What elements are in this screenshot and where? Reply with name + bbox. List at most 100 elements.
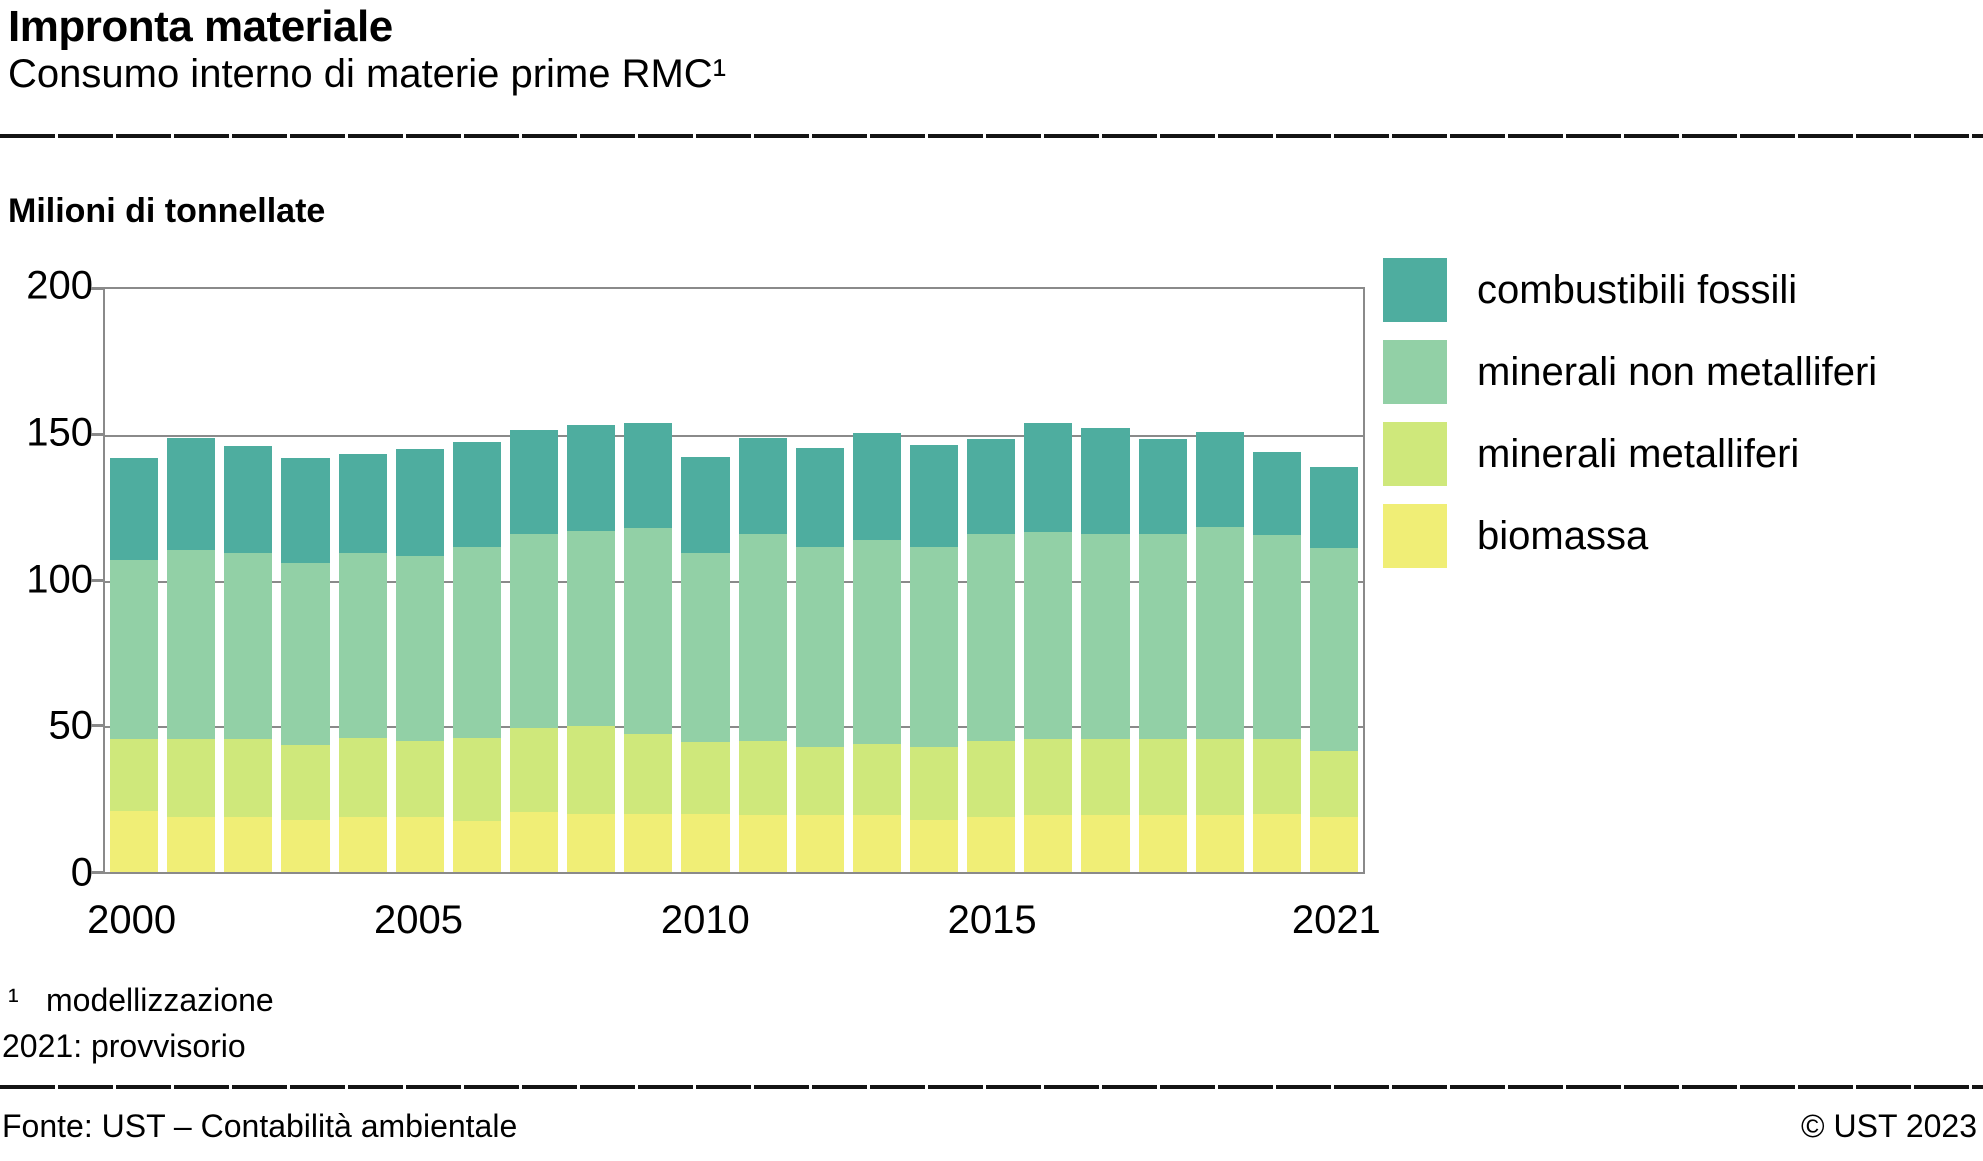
legend-item-biomassa: biomassa bbox=[1383, 504, 1877, 568]
bar-segment-combustibili-fossili-2014 bbox=[909, 444, 959, 547]
bar-segment-combustibili-fossili-2020 bbox=[1252, 452, 1301, 536]
bar-segment-combustibili-fossili-2015 bbox=[967, 439, 1016, 534]
legend-label: minerali non metalliferi bbox=[1477, 349, 1878, 394]
bar-segment-minerali-non-metalliferi-2014 bbox=[909, 546, 959, 747]
bar-segment-biomassa-2017 bbox=[1081, 815, 1130, 872]
bar-segment-minerali-non-metalliferi-2007 bbox=[509, 533, 559, 728]
bar-segment-minerali-non-metalliferi-2017 bbox=[1081, 533, 1130, 740]
legend-swatch-minerali-metalliferi bbox=[1383, 422, 1447, 486]
bar-segment-biomassa-2019 bbox=[1195, 815, 1244, 872]
y-axis-labels: 200 150 100 50 0 bbox=[0, 264, 94, 895]
bar-segment-minerali-non-metalliferi-2016 bbox=[1024, 532, 1073, 740]
legend-swatch-minerali-non-metalliferi bbox=[1383, 340, 1447, 404]
bar-2012 bbox=[795, 289, 844, 872]
bar-segment-biomassa-2010 bbox=[681, 813, 730, 872]
bar-2003 bbox=[281, 289, 330, 872]
bar-segment-biomassa-2016 bbox=[1024, 815, 1073, 872]
y-tick-label-50: 50 bbox=[48, 703, 94, 748]
bar-2001 bbox=[167, 289, 216, 872]
y-tick-150 bbox=[91, 432, 104, 436]
bar-segment-biomassa-2015 bbox=[967, 816, 1016, 872]
bar-segment-combustibili-fossili-2006 bbox=[452, 442, 501, 548]
legend-label: biomassa bbox=[1477, 513, 1649, 558]
bar-segment-biomassa-2012 bbox=[795, 815, 844, 872]
bar-2021 bbox=[1309, 289, 1359, 872]
bar-2009 bbox=[624, 289, 673, 872]
bar-segment-biomassa-2020 bbox=[1252, 813, 1301, 872]
bar-segment-biomassa-2003 bbox=[281, 819, 330, 872]
bar-segment-combustibili-fossili-2007 bbox=[509, 430, 559, 534]
bar-segment-biomassa-2005 bbox=[395, 816, 444, 872]
bar-segment-minerali-metalliferi-2019 bbox=[1195, 739, 1244, 816]
y-tick-50 bbox=[91, 724, 104, 728]
bar-segment-combustibili-fossili-2002 bbox=[224, 446, 273, 553]
bar-segment-minerali-non-metalliferi-2020 bbox=[1252, 535, 1301, 740]
bar-segment-combustibili-fossili-2011 bbox=[738, 437, 787, 534]
footer-divider bbox=[0, 1085, 1983, 1089]
bar-segment-minerali-metalliferi-2008 bbox=[567, 726, 616, 814]
footnote-marker: ¹ bbox=[8, 982, 19, 1018]
bar-segment-minerali-non-metalliferi-2011 bbox=[738, 533, 787, 741]
bar-segment-combustibili-fossili-2010 bbox=[681, 456, 730, 553]
y-tick-label-150: 150 bbox=[26, 410, 93, 455]
bar-segment-combustibili-fossili-2000 bbox=[110, 458, 159, 561]
bar-segment-biomassa-2007 bbox=[509, 812, 559, 872]
page-title: Impronta materiale bbox=[8, 2, 393, 51]
x-tick-label-2015: 2015 bbox=[947, 898, 1037, 942]
bar-2017 bbox=[1081, 289, 1130, 872]
bar-2008 bbox=[567, 289, 616, 872]
bar-segment-combustibili-fossili-2016 bbox=[1024, 423, 1073, 533]
bar-segment-biomassa-2011 bbox=[738, 815, 787, 872]
bar-2013 bbox=[852, 289, 901, 872]
bar-segment-minerali-metalliferi-2006 bbox=[452, 737, 501, 821]
bar-segment-minerali-metalliferi-2003 bbox=[281, 745, 330, 820]
chart-plot-area bbox=[91, 287, 1365, 874]
bar-segment-minerali-non-metalliferi-2003 bbox=[281, 563, 330, 746]
bar-segment-minerali-non-metalliferi-2012 bbox=[795, 547, 844, 747]
legend-label: combustibili fossili bbox=[1477, 267, 1798, 312]
x-tick-label-2010: 2010 bbox=[660, 898, 750, 942]
bar-segment-minerali-non-metalliferi-2013 bbox=[852, 539, 901, 744]
bar-segment-minerali-metalliferi-2000 bbox=[110, 739, 159, 811]
legend-item-combustibili-fossili: combustibili fossili bbox=[1383, 258, 1877, 322]
bar-segment-biomassa-2006 bbox=[452, 821, 501, 872]
chart-legend: combustibili fossili minerali non metalli… bbox=[1383, 258, 1877, 586]
bar-segment-minerali-metalliferi-2018 bbox=[1138, 739, 1187, 816]
bar-segment-minerali-metalliferi-2021 bbox=[1309, 751, 1359, 817]
bar-segment-minerali-non-metalliferi-2006 bbox=[452, 547, 501, 738]
bar-segment-biomassa-2014 bbox=[909, 819, 959, 872]
x-tick-label-2005: 2005 bbox=[374, 898, 463, 942]
bar-segment-minerali-non-metalliferi-2001 bbox=[167, 549, 216, 740]
legend-swatch-combustibili-fossili bbox=[1383, 258, 1447, 322]
bar-2014 bbox=[909, 289, 959, 872]
y-tick-label-200: 200 bbox=[26, 263, 93, 308]
bar-segment-minerali-metalliferi-2013 bbox=[852, 743, 901, 816]
bar-segment-minerali-metalliferi-2012 bbox=[795, 746, 844, 816]
stacked-bars bbox=[105, 289, 1363, 872]
bar-segment-biomassa-2000 bbox=[110, 810, 159, 872]
y-tick-label-0: 0 bbox=[70, 850, 93, 895]
x-tick-label-2000: 2000 bbox=[87, 898, 177, 942]
bar-2004 bbox=[338, 289, 387, 872]
x-tick-label-2021: 2021 bbox=[1291, 898, 1381, 942]
bar-segment-combustibili-fossili-2019 bbox=[1195, 431, 1244, 527]
bar-segment-combustibili-fossili-2005 bbox=[395, 449, 444, 556]
y-tick-label-100: 100 bbox=[26, 557, 93, 602]
bar-2002 bbox=[224, 289, 273, 872]
gridline-100 bbox=[105, 580, 1363, 583]
bar-2011 bbox=[738, 289, 787, 872]
bar-segment-minerali-non-metalliferi-2004 bbox=[338, 552, 387, 738]
bar-segment-minerali-metalliferi-2011 bbox=[738, 740, 787, 816]
legend-label: minerali metalliferi bbox=[1477, 431, 1800, 476]
bar-2010 bbox=[681, 289, 730, 872]
page-subtitle: Consumo interno di materie prime RMC¹ bbox=[8, 52, 727, 96]
y-tick-100 bbox=[91, 578, 104, 582]
bar-segment-biomassa-2002 bbox=[224, 816, 273, 872]
bar-2006 bbox=[452, 289, 501, 872]
bar-2018 bbox=[1138, 289, 1187, 872]
bar-segment-combustibili-fossili-2008 bbox=[567, 424, 616, 531]
legend-swatch-biomassa bbox=[1383, 504, 1447, 568]
bar-segment-biomassa-2004 bbox=[338, 816, 387, 872]
bar-segment-combustibili-fossili-2013 bbox=[852, 433, 901, 540]
legend-item-minerali-non-metalliferi: minerali non metalliferi bbox=[1383, 340, 1877, 404]
